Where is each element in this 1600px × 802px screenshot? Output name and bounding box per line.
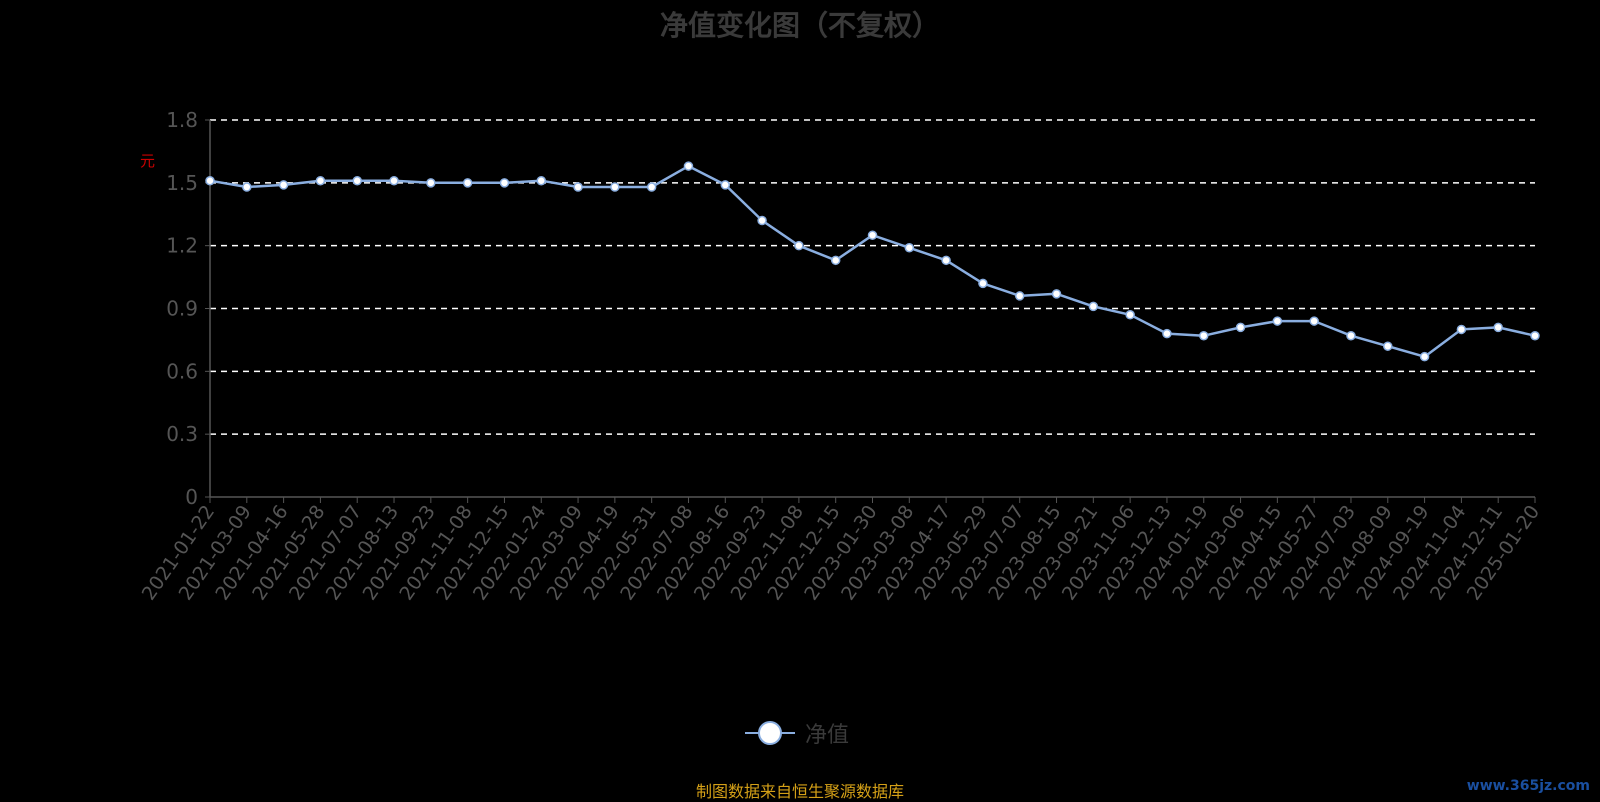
data-point bbox=[757, 215, 767, 226]
data-point bbox=[830, 255, 841, 266]
data-point bbox=[1235, 322, 1246, 333]
data-point bbox=[536, 175, 546, 186]
data-point bbox=[941, 255, 951, 266]
data-point bbox=[1456, 324, 1467, 335]
y-tick-label: 1.8 bbox=[166, 108, 198, 132]
watermark-logo: www.365jz.com bbox=[1466, 778, 1590, 794]
data-point bbox=[278, 180, 289, 190]
data-point bbox=[794, 240, 804, 251]
data-point bbox=[646, 182, 657, 192]
series-layer bbox=[209, 164, 1536, 358]
y-axis-unit: 元 bbox=[140, 152, 156, 170]
data-point bbox=[904, 243, 915, 253]
data-point bbox=[462, 178, 473, 188]
legend-label: 净值 bbox=[805, 723, 850, 748]
data-point bbox=[683, 161, 694, 171]
data-point bbox=[1125, 310, 1135, 320]
y-tick-label: 0.6 bbox=[166, 359, 198, 383]
data-point bbox=[1530, 330, 1540, 341]
point-layer bbox=[205, 161, 1540, 362]
series-line bbox=[209, 164, 1536, 358]
data-point bbox=[352, 175, 362, 186]
data-point bbox=[389, 175, 399, 186]
data-point bbox=[1199, 330, 1209, 341]
data-point bbox=[205, 175, 215, 186]
legend[interactable]: 净值 bbox=[745, 718, 849, 748]
data-point bbox=[1014, 291, 1025, 301]
source-note: 制图数据来自恒生聚源数据库 bbox=[695, 782, 904, 801]
data-point bbox=[1493, 322, 1503, 333]
data-point bbox=[1383, 341, 1393, 351]
y-tick-label: 0 bbox=[185, 485, 198, 509]
data-point bbox=[1419, 351, 1430, 362]
data-point bbox=[426, 178, 436, 188]
data-point bbox=[610, 182, 620, 192]
legend-marker-icon bbox=[745, 718, 795, 748]
data-point bbox=[242, 182, 252, 192]
data-point bbox=[1272, 316, 1283, 326]
data-point bbox=[573, 182, 583, 192]
data-point bbox=[499, 178, 510, 188]
data-point bbox=[1051, 289, 1062, 299]
y-tick-label: 1.2 bbox=[166, 234, 198, 258]
data-point bbox=[867, 230, 878, 240]
grid-layer bbox=[210, 119, 1535, 435]
y-tick-label: 0.3 bbox=[166, 422, 198, 446]
data-point bbox=[720, 180, 731, 190]
data-point bbox=[1309, 316, 1319, 326]
data-point bbox=[1162, 328, 1172, 339]
data-point bbox=[1088, 301, 1099, 312]
y-tick-label: 1.5 bbox=[166, 171, 198, 195]
data-point bbox=[978, 278, 988, 289]
data-point bbox=[1346, 330, 1356, 341]
chart-title: 净值变化图（不复权） bbox=[659, 9, 940, 42]
y-tick-label: 0.9 bbox=[166, 297, 198, 321]
line-chart: 00.30.60.91.21.51.82021-01-222021-03-092… bbox=[138, 108, 1544, 604]
data-point bbox=[315, 175, 326, 186]
